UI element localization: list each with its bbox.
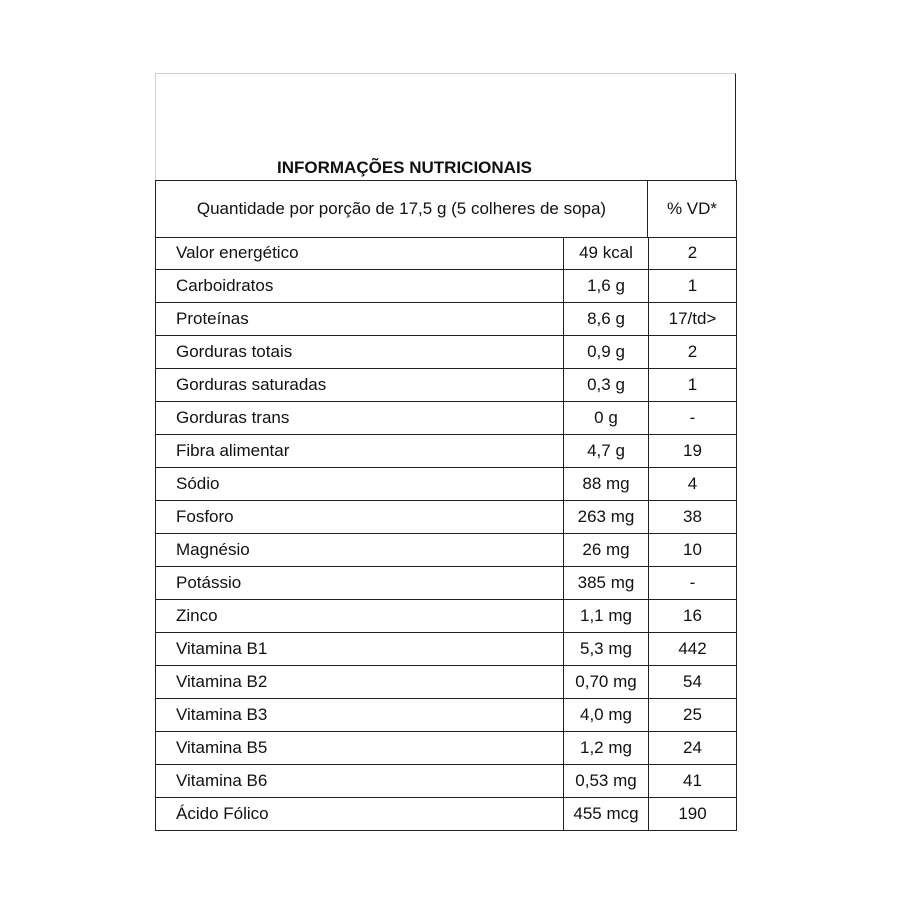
nutrient-vd: 38 — [683, 507, 702, 526]
table-row: Fibra alimentar 4,7 g 19 — [155, 435, 737, 468]
nutrient-amount: 1,6 g — [564, 270, 649, 302]
nutrient-name: Valor energético — [156, 237, 564, 269]
nutrient-name: Fibra alimentar — [156, 435, 564, 467]
nutrient-vd: - — [689, 573, 696, 592]
nutrient-amount: 26 mg — [564, 534, 649, 566]
table-row: Vitamina B2 0,70 mg 54 — [155, 666, 737, 699]
nutrient-vd: 54 — [683, 672, 702, 691]
nutrient-name: Vitamina B1 — [156, 633, 564, 665]
table-row: Zinco 1,1 mg 16 — [155, 600, 737, 633]
nutrient-amount: 4,0 mg — [564, 699, 649, 731]
nutrient-vd: 10 — [683, 540, 702, 559]
table-row: Valor energético 49 kcal 2 — [155, 237, 737, 270]
nutrient-amount: 263 mg — [564, 501, 649, 533]
table-row: Fosforo 263 mg 38 — [155, 501, 737, 534]
nutrient-rows: Valor energético 49 kcal 2 Carboidratos 1,6 … — [155, 237, 737, 831]
nutrient-name: Gorduras saturadas — [156, 369, 564, 401]
nutrient-amount: 49 kcal — [564, 237, 649, 269]
title-cell: INFORMAÇÕES NUTRICIONAIS — [155, 73, 736, 180]
nutrient-amount: 0,9 g — [564, 336, 649, 368]
nutrient-name: Sódio — [156, 468, 564, 500]
nutrient-vd: 17/td> — [668, 309, 717, 328]
nutrient-vd: 190 — [678, 804, 707, 823]
nutrient-vd: 2 — [687, 243, 698, 262]
nutrient-name: Vitamina B6 — [156, 765, 564, 797]
table-row: Sódio 88 mg 4 — [155, 468, 737, 501]
table-row: Gorduras saturadas 0,3 g 1 — [155, 369, 737, 402]
table-row: Proteínas 8,6 g 17/td> — [155, 303, 737, 336]
nutrient-amount: 5,3 mg — [564, 633, 649, 665]
nutrient-amount: 0,3 g — [564, 369, 649, 401]
table-row: Gorduras totais 0,9 g 2 — [155, 336, 737, 369]
nutrient-vd: 442 — [678, 639, 707, 658]
nutrient-amount: 1,1 mg — [564, 600, 649, 632]
table-row: Gorduras trans 0 g - — [155, 402, 737, 435]
table-row: Vitamina B1 5,3 mg 442 — [155, 633, 737, 666]
nutrient-vd: - — [689, 408, 696, 427]
nutrient-vd: 2 — [687, 342, 698, 361]
nutrient-amount: 455 mcg — [564, 798, 649, 830]
nutrient-amount: 385 mg — [564, 567, 649, 599]
table-row: Carboidratos 1,6 g 1 — [155, 270, 737, 303]
portion-header: Quantidade por porção de 17,5 g (5 colhe… — [156, 181, 648, 237]
nutrient-vd: 19 — [683, 441, 702, 460]
table-row: Ácido Fólico 455 mcg 190 — [155, 798, 737, 831]
table-row: Magnésio 26 mg 10 — [155, 534, 737, 567]
vd-header: % VD* — [666, 199, 718, 218]
nutrient-amount: 8,6 g — [564, 303, 649, 335]
nutrient-amount: 4,7 g — [564, 435, 649, 467]
nutrient-name: Carboidratos — [156, 270, 564, 302]
nutrient-name: Ácido Fólico — [156, 798, 564, 830]
table-title: INFORMAÇÕES NUTRICIONAIS — [277, 158, 532, 177]
nutrient-name: Vitamina B5 — [156, 732, 564, 764]
nutrient-vd: 1 — [687, 276, 698, 295]
table-row: Vitamina B3 4,0 mg 25 — [155, 699, 737, 732]
nutrient-name: Fosforo — [156, 501, 564, 533]
nutrient-vd: 1 — [687, 375, 698, 394]
nutrient-name: Potássio — [156, 567, 564, 599]
nutrient-name: Gorduras trans — [156, 402, 564, 434]
nutrient-amount: 0 g — [564, 402, 649, 434]
nutrient-name: Vitamina B3 — [156, 699, 564, 731]
nutrient-vd: 16 — [683, 606, 702, 625]
nutrient-amount: 88 mg — [564, 468, 649, 500]
table-row: Vitamina B5 1,2 mg 24 — [155, 732, 737, 765]
nutrient-amount: 1,2 mg — [564, 732, 649, 764]
nutrient-vd: 4 — [687, 474, 698, 493]
nutrient-name: Zinco — [156, 600, 564, 632]
table-row: Potássio 385 mg - — [155, 567, 737, 600]
nutrient-name: Gorduras totais — [156, 336, 564, 368]
nutrient-amount: 0,53 mg — [564, 765, 649, 797]
nutrient-name: Magnésio — [156, 534, 564, 566]
nutrient-vd: 24 — [683, 738, 702, 757]
nutrient-name: Proteínas — [156, 303, 564, 335]
header-row: Quantidade por porção de 17,5 g (5 colhe… — [155, 180, 737, 238]
nutrient-vd: 41 — [683, 771, 702, 790]
nutrient-vd: 25 — [683, 705, 702, 724]
nutrient-name: Vitamina B2 — [156, 666, 564, 698]
table-row: Vitamina B6 0,53 mg 41 — [155, 765, 737, 798]
nutrient-amount: 0,70 mg — [564, 666, 649, 698]
